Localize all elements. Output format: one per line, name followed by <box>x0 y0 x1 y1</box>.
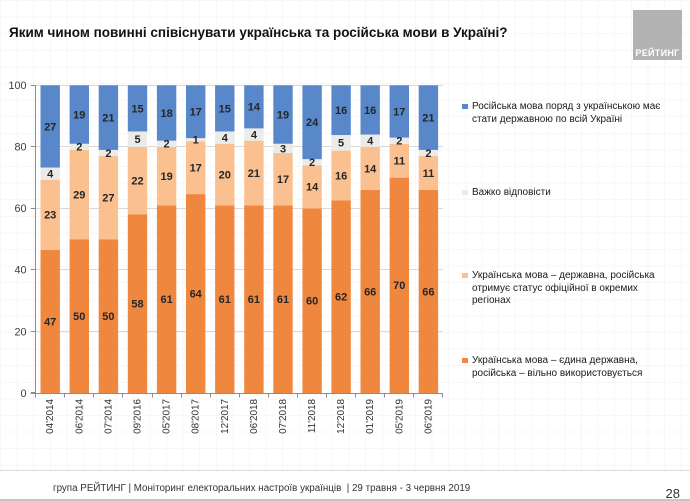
svg-text:70: 70 <box>393 280 405 292</box>
svg-text:61: 61 <box>160 294 172 306</box>
svg-text:01'2019: 01'2019 <box>365 398 376 433</box>
svg-text:11: 11 <box>423 168 435 180</box>
svg-text:29: 29 <box>73 189 85 201</box>
svg-text:2: 2 <box>396 136 402 148</box>
svg-text:12'2017: 12'2017 <box>220 399 231 434</box>
svg-text:17: 17 <box>190 163 202 175</box>
svg-text:06'2018: 06'2018 <box>249 398 260 433</box>
svg-text:4: 4 <box>222 133 229 145</box>
svg-text:100: 100 <box>8 80 26 92</box>
svg-text:47: 47 <box>44 316 56 328</box>
svg-text:22: 22 <box>131 176 143 188</box>
svg-text:07'2018: 07'2018 <box>278 398 289 433</box>
svg-text:4: 4 <box>47 169 54 181</box>
svg-text:5: 5 <box>338 138 344 150</box>
svg-text:19: 19 <box>277 109 289 121</box>
svg-text:66: 66 <box>422 286 434 298</box>
svg-text:61: 61 <box>219 294 231 306</box>
svg-text:27: 27 <box>44 121 56 133</box>
svg-text:11: 11 <box>393 156 405 168</box>
svg-text:16: 16 <box>364 105 376 117</box>
svg-text:14: 14 <box>306 182 319 194</box>
svg-text:60: 60 <box>14 203 26 215</box>
svg-text:20: 20 <box>14 326 26 338</box>
svg-text:12'2018: 12'2018 <box>336 398 347 433</box>
svg-text:0: 0 <box>20 388 26 400</box>
svg-text:11'2018: 11'2018 <box>307 398 318 433</box>
svg-text:21: 21 <box>422 113 434 125</box>
svg-text:14: 14 <box>248 102 261 114</box>
svg-text:18: 18 <box>160 108 172 120</box>
svg-text:17: 17 <box>277 174 289 186</box>
svg-text:5: 5 <box>134 134 140 146</box>
svg-text:21: 21 <box>102 113 114 125</box>
svg-text:16: 16 <box>335 170 347 182</box>
svg-text:50: 50 <box>102 311 114 323</box>
svg-text:4: 4 <box>251 129 258 141</box>
svg-text:23: 23 <box>44 210 56 222</box>
svg-text:05'2017: 05'2017 <box>162 399 173 434</box>
svg-text:50: 50 <box>73 311 85 323</box>
svg-text:80: 80 <box>14 142 26 154</box>
svg-text:14: 14 <box>364 163 377 175</box>
svg-text:21: 21 <box>248 168 260 180</box>
svg-text:19: 19 <box>73 109 85 121</box>
svg-text:58: 58 <box>131 299 143 311</box>
svg-text:2: 2 <box>164 139 170 151</box>
svg-text:07'2014: 07'2014 <box>103 398 114 433</box>
svg-text:40: 40 <box>14 265 26 277</box>
svg-text:16: 16 <box>335 105 347 117</box>
svg-text:1: 1 <box>193 135 199 147</box>
svg-text:15: 15 <box>219 103 231 115</box>
svg-text:2: 2 <box>309 157 315 169</box>
svg-text:09'2016: 09'2016 <box>133 398 144 433</box>
svg-text:27: 27 <box>102 193 114 205</box>
svg-text:66: 66 <box>364 286 376 298</box>
svg-text:24: 24 <box>306 117 319 129</box>
svg-text:3: 3 <box>280 143 286 155</box>
svg-text:15: 15 <box>131 103 143 115</box>
svg-text:04'2014: 04'2014 <box>45 398 56 433</box>
svg-text:17: 17 <box>190 107 202 119</box>
svg-text:61: 61 <box>277 294 289 306</box>
svg-text:2: 2 <box>105 148 111 160</box>
svg-text:4: 4 <box>367 136 374 148</box>
svg-text:06'2014: 06'2014 <box>74 398 85 433</box>
svg-text:2: 2 <box>425 148 431 160</box>
svg-text:08'2017: 08'2017 <box>191 399 202 434</box>
svg-text:06'2019: 06'2019 <box>423 398 434 433</box>
svg-text:64: 64 <box>190 288 203 300</box>
svg-text:17: 17 <box>393 106 405 118</box>
svg-text:60: 60 <box>306 296 318 308</box>
svg-text:19: 19 <box>160 171 172 183</box>
svg-text:62: 62 <box>335 292 347 304</box>
svg-text:20: 20 <box>219 169 231 181</box>
svg-text:05'2019: 05'2019 <box>394 398 405 433</box>
svg-text:2: 2 <box>76 142 82 154</box>
svg-text:61: 61 <box>248 294 260 306</box>
